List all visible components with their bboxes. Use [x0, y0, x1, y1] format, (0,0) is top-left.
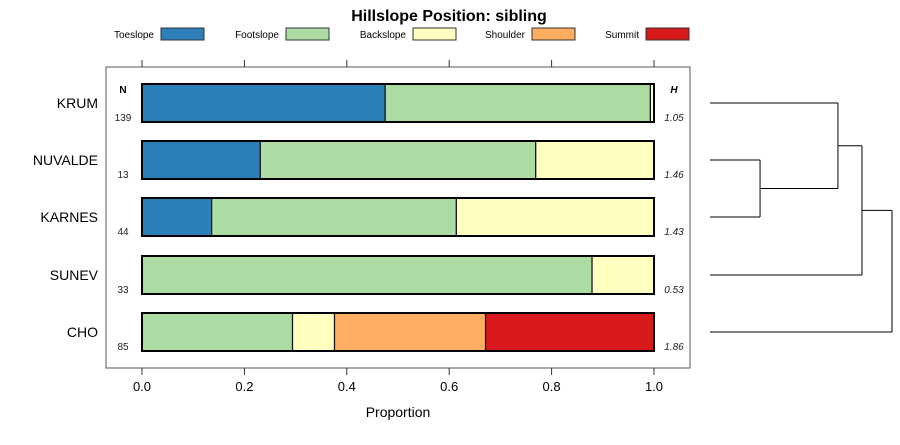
h-value: 1.86: [664, 342, 684, 353]
bar-segment-footslope: [141, 312, 294, 352]
legend-swatch: [160, 27, 205, 41]
bar-segment-backslope: [455, 197, 655, 237]
n-value: 33: [117, 285, 129, 296]
x-axis-label: Proportion: [366, 404, 431, 420]
bar-segment-footslope: [384, 83, 652, 123]
bar-segment-backslope: [591, 255, 655, 295]
row-label: KARNES: [40, 209, 98, 225]
h-value: 1.43: [664, 227, 684, 238]
bar-outline: [141, 197, 655, 237]
legend: Toeslope Footslope Backslope Shoulder Summit: [114, 27, 690, 41]
n-value: 44: [117, 227, 129, 238]
x-tick-label: 0.8: [543, 379, 561, 394]
legend-swatch: [645, 27, 690, 41]
row-label: KRUM: [57, 95, 98, 111]
legend-swatch: [531, 27, 576, 41]
legend-label: Summit: [605, 30, 639, 41]
bar-outline: [141, 255, 655, 295]
x-tick-label: 0.2: [235, 379, 253, 394]
bar-segment-toeslope: [141, 140, 261, 180]
n-value: 85: [117, 342, 129, 353]
h-header: H: [670, 85, 678, 96]
legend-label: Footslope: [235, 30, 279, 41]
legend-swatch: [285, 27, 330, 41]
n-value: 139: [115, 113, 132, 124]
legend-label: Toeslope: [114, 30, 154, 41]
bar-segment-footslope: [141, 255, 593, 295]
axes: 0.0 0.2 0.4 0.6 0.8 1.0: [133, 60, 663, 394]
row-label: NUVALDE: [33, 152, 98, 168]
bars: KRUM 139 1.05 NUVALDE 13 1.46 KARNES 44 1.43 SUNE…: [33, 83, 684, 353]
bar-segment-footslope: [259, 140, 537, 180]
row-label: SUNEV: [50, 267, 99, 283]
h-value: 1.05: [664, 113, 684, 124]
bar-segment-backslope: [291, 312, 336, 352]
legend-label: Backslope: [360, 30, 407, 41]
bar-segment-toeslope: [141, 83, 386, 123]
bar-segment-toeslope: [141, 197, 213, 237]
h-value: 0.53: [664, 285, 684, 296]
row-label: CHO: [67, 324, 98, 340]
x-tick-label: 0.0: [133, 379, 151, 394]
bar-outline: [141, 140, 655, 180]
x-tick-label: 1.0: [645, 379, 663, 394]
bar-outline: [141, 83, 655, 123]
bar-outline: [141, 312, 655, 352]
panel-border: [105, 66, 691, 369]
bar-segment-footslope: [211, 197, 457, 237]
x-tick-label: 0.6: [440, 379, 458, 394]
dendrogram: [710, 102, 893, 333]
chart-title: Hillslope Position: sibling: [351, 8, 547, 25]
bar-segment-backslope: [535, 140, 655, 180]
legend-swatch: [412, 27, 457, 41]
n-header: N: [119, 85, 126, 96]
bar-segment-shoulder: [333, 312, 487, 352]
legend-label: Shoulder: [485, 30, 526, 41]
bar-segment-summit: [484, 312, 655, 352]
n-value: 13: [117, 170, 129, 181]
x-tick-label: 0.4: [338, 379, 356, 394]
h-value: 1.46: [664, 170, 684, 181]
